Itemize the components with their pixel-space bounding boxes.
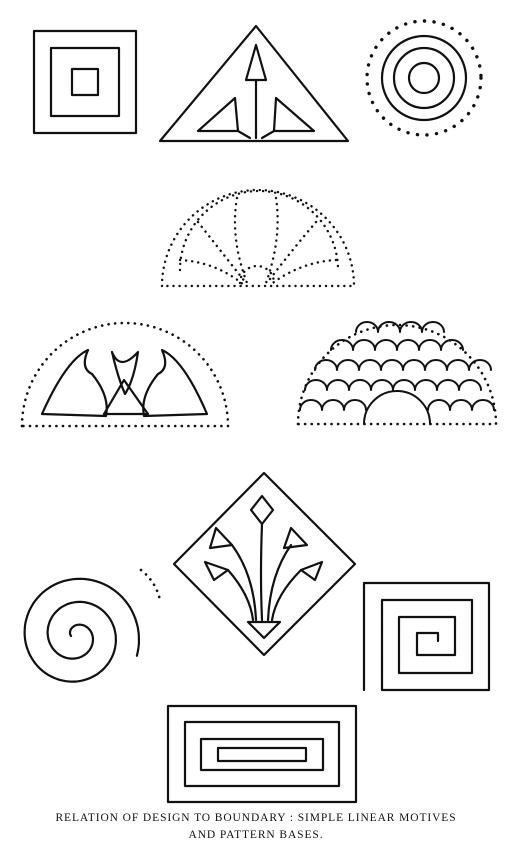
triangle-arrow-motif — [158, 24, 350, 143]
spiral-motif — [23, 568, 162, 683]
nested-squares-motif — [32, 29, 138, 135]
nested-rectangles-motif — [166, 704, 358, 804]
dotted-half-circle-fan-motif — [160, 188, 356, 288]
diamond-lily-motif — [172, 471, 357, 657]
caption-line-2: AND PATTERN BASES. — [188, 829, 324, 841]
half-circle-scale-motif — [296, 321, 498, 426]
square-fret-spiral-motif — [362, 581, 491, 692]
half-circle-leaf-motif — [20, 321, 230, 428]
plate-caption: RELATION OF DESIGN TO BOUNDARY : SIMPLE … — [0, 810, 512, 844]
caption-line-1: RELATION OF DESIGN TO BOUNDARY : SIMPLE … — [55, 812, 457, 824]
concentric-circles-dotted-motif — [365, 19, 483, 137]
